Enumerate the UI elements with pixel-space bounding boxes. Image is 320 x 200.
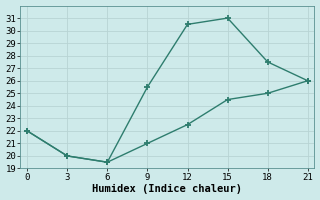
X-axis label: Humidex (Indice chaleur): Humidex (Indice chaleur) — [92, 184, 243, 194]
